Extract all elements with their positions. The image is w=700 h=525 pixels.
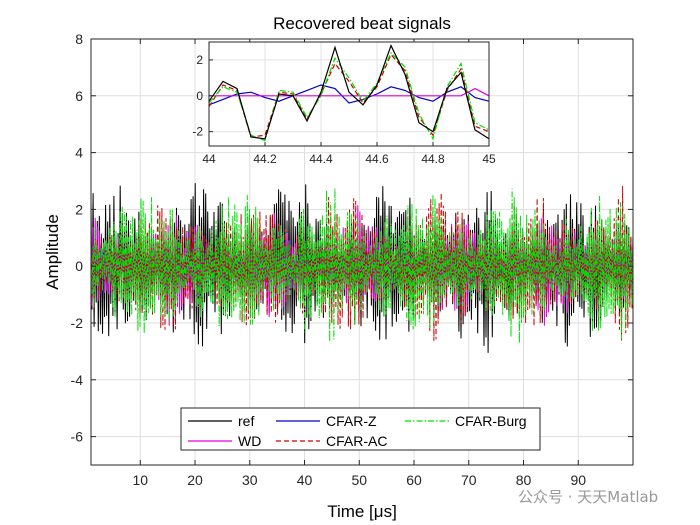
y-tick-label: -2 [71,315,84,331]
legend-label-ref: ref [238,413,254,429]
x-tick-label: 80 [516,472,532,488]
watermark: 公众号 · 天天Matlab [518,488,658,506]
inset-ticks [208,59,490,146]
legend-label-cfar-ac: CFAR-AC [326,433,387,449]
inset-series-line-wd [209,87,490,97]
y-tick-label: -4 [71,372,84,388]
x-tick-label: 60 [406,472,422,488]
inset-plot-area [209,42,489,146]
inset-y-tick-label: 0 [196,89,203,103]
inset-series-line-ref [208,44,490,140]
series-line-cfar-burg [90,188,634,344]
y-axis-label: Amplitude [43,214,62,290]
y-tick-label: -6 [71,429,84,445]
inset-traces [208,44,490,142]
inset-series-line-cfar-z [208,84,490,106]
x-tick-label: 70 [461,472,477,488]
inset-x-tick-label: 44.4 [309,152,333,166]
legend-box [180,407,541,451]
y-tick-label: 6 [75,88,83,104]
inset-frame [208,41,490,147]
legend-label-cfar-z: CFAR-Z [326,413,377,429]
legend-label-cfar-burg: CFAR-Burg [455,413,527,429]
x-tick-label: 10 [132,472,148,488]
inset-x-tick-label: 45 [482,152,496,166]
x-tick-label: 20 [187,472,203,488]
inset-x-tick-label: 44.2 [253,152,277,166]
x-tick-label: 50 [351,472,367,488]
inset-y-tick-label: -2 [192,125,203,139]
inset-x-tick-label: 44 [202,152,216,166]
y-tick-label: 2 [75,201,83,217]
y-tick-label: 8 [75,31,83,47]
y-tick-label: 4 [75,145,83,161]
x-tick-label: 30 [242,472,258,488]
legend-label-wd: WD [238,433,261,449]
x-axis-label: Time [μs] [327,502,397,521]
legend: ref CFAR-Z CFAR-Burg WD CFAR-AC [180,407,541,451]
inset-tick-labels: 44 44.2 44.4 44.6 44.8 45 -2 0 2 [192,53,496,166]
inset-x-tick-label: 44.6 [365,152,389,166]
inset-y-tick-label: 2 [196,53,203,67]
inset-axes: 44 44.2 44.4 44.6 44.8 45 -2 0 2 [192,41,496,166]
x-tick-label: 90 [570,472,586,488]
y-tick-label: 0 [75,258,83,274]
x-tick-label: 40 [297,472,313,488]
chart-title: Recovered beat signals [273,14,451,33]
plot-frame [90,38,634,466]
main-traces [90,183,634,353]
inset-x-tick-label: 44.8 [421,152,445,166]
